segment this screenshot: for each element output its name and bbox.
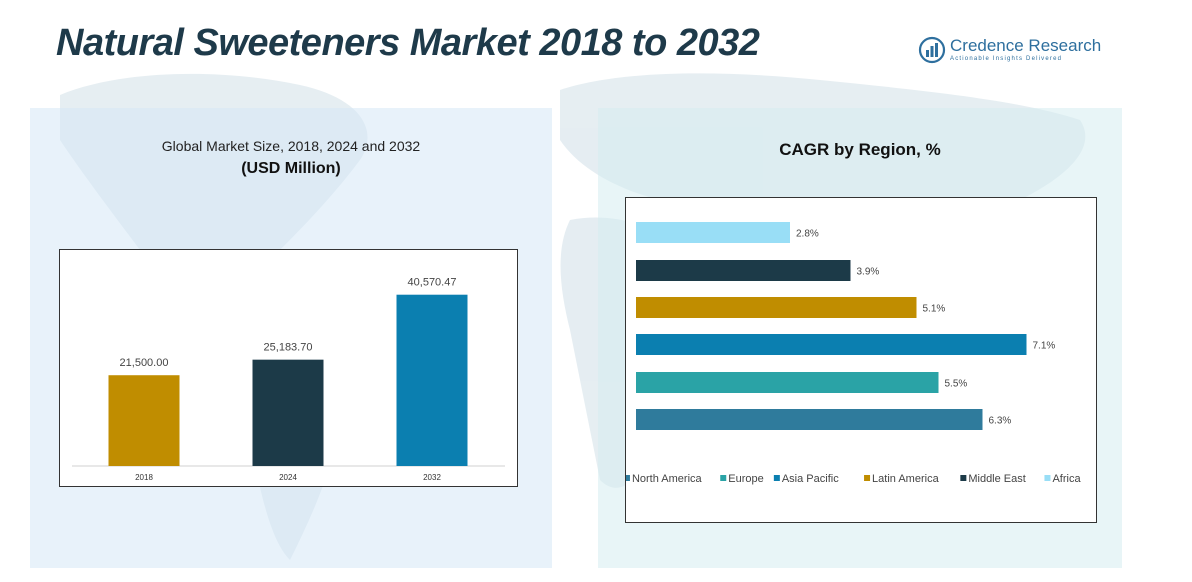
value-label-north-america: 6.3% (989, 416, 1012, 427)
market-size-bar-chart: 21,500.00 2018 25,183.70 2024 40,570.47 2032 (72, 277, 505, 482)
legend-swatch-asia-pacific (773, 475, 780, 481)
legend-swatch-north-america (623, 475, 630, 481)
market-size-chart: 21,500.00 2018 25,183.70 2024 40,570.47 2032 (59, 249, 518, 487)
legend-label-europe: Europe (728, 473, 763, 485)
bar-2032 (396, 294, 468, 466)
cagr-title: CAGR by Region, % (779, 140, 941, 159)
legend-label-asia-pacific: Asia Pacific (782, 473, 839, 485)
legend-swatch-latin-america (864, 475, 871, 481)
value-label-2024: 25,183.70 (264, 342, 313, 354)
bar-asia-pacific (636, 334, 1027, 355)
tick-label-2032: 2032 (423, 473, 441, 482)
logo-tagline: Actionable Insights Delivered (950, 56, 1063, 62)
market-size-unit: (USD Million) (241, 160, 341, 177)
legend: North America Europe Asia Pacific Latin Ame… (623, 473, 1081, 485)
page-title: Natural Sweeteners Market 2018 to 2032 (56, 22, 760, 64)
legend-label-africa: Africa (1052, 473, 1081, 485)
bar-north-america (636, 409, 983, 430)
market-size-subtitle: Global Market Size, 2018, 2024 and 2032 (161, 138, 421, 154)
legend-label-north-america: North America (632, 473, 703, 485)
value-label-2032: 40,570.47 (408, 277, 457, 289)
bar-chart-logo-icon (918, 36, 946, 64)
logo-name: Credence Research (950, 36, 1102, 55)
legend-label-latin-america: Latin America (872, 473, 940, 485)
bar-middle-east (636, 260, 851, 281)
legend-swatch-africa (1044, 475, 1051, 481)
cagr-chart: 2.8% 3.9% 5.1% 7.1% 5.5% 6.3% North America Eur… (623, 197, 1097, 523)
credence-research-logo: Credence Research Actionable Insights De… (918, 36, 1108, 66)
value-label-asia-pacific: 7.1% (1033, 341, 1056, 352)
legend-swatch-europe (720, 475, 727, 481)
bar-africa (636, 222, 790, 243)
value-label-middle-east: 3.9% (857, 267, 880, 278)
tick-label-2018: 2018 (135, 473, 153, 482)
bar-latin-america (636, 297, 917, 318)
legend-label-middle-east: Middle East (968, 473, 1025, 485)
value-label-latin-america: 5.1% (923, 304, 946, 315)
legend-swatch-middle-east (960, 475, 967, 481)
value-label-2018: 21,500.00 (120, 357, 169, 369)
tick-label-2024: 2024 (279, 473, 297, 482)
bar-2024 (252, 359, 324, 466)
value-label-africa: 2.8% (796, 229, 819, 240)
cagr-horizontal-bar-chart: 2.8% 3.9% 5.1% 7.1% 5.5% 6.3% North America Eur… (623, 222, 1081, 485)
value-label-europe: 5.5% (945, 379, 968, 390)
bar-2018 (108, 375, 180, 466)
bar-europe (636, 372, 939, 393)
